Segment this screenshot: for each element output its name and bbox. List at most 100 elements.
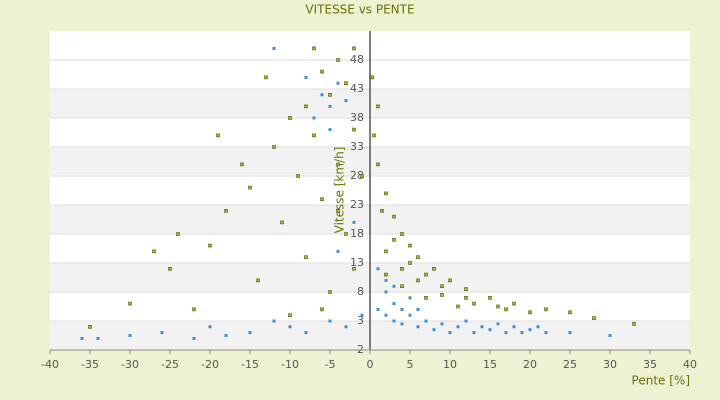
- point: [384, 278, 388, 282]
- x-tick-label: 20: [523, 358, 537, 371]
- point: [160, 331, 164, 335]
- point: [312, 133, 316, 138]
- x-tick-label: 15: [483, 358, 497, 371]
- point: [328, 128, 332, 132]
- y-tick-label: 33: [350, 140, 364, 153]
- point: [336, 162, 340, 167]
- point: [456, 325, 460, 329]
- point: [432, 266, 436, 271]
- point: [344, 99, 348, 103]
- point: [400, 284, 404, 289]
- point: [352, 266, 356, 271]
- point: [328, 319, 332, 323]
- point: [416, 255, 420, 259]
- x-axis-label: Pente [%]: [632, 374, 690, 388]
- point: [424, 272, 428, 277]
- point: [464, 295, 468, 300]
- point: [352, 127, 356, 132]
- point: [416, 278, 420, 283]
- point: [480, 325, 484, 329]
- point: [392, 284, 396, 288]
- x-tick-label: 10: [443, 358, 457, 371]
- point: [472, 301, 476, 306]
- point: [432, 328, 436, 332]
- x-tick-label: -35: [81, 358, 99, 371]
- point: [392, 319, 396, 323]
- y-tick-label: 48: [350, 53, 364, 66]
- point: [408, 243, 412, 248]
- y-tick-label: 38: [350, 111, 364, 124]
- y-tick-label: 8: [357, 285, 364, 298]
- point: [384, 249, 388, 254]
- point: [528, 328, 532, 332]
- x-tick-label: 0: [367, 358, 374, 371]
- point: [528, 310, 532, 315]
- x-tick-label: 25: [563, 358, 577, 371]
- point: [408, 313, 412, 317]
- x-tick-label: -5: [325, 358, 336, 371]
- y-tick-label: 43: [350, 82, 364, 95]
- point: [392, 214, 396, 219]
- point: [440, 293, 444, 297]
- point: [416, 325, 420, 329]
- point: [128, 301, 132, 306]
- point: [248, 185, 252, 190]
- point: [488, 328, 492, 332]
- point: [384, 191, 388, 196]
- x-tick-label: -40: [41, 358, 59, 371]
- point: [400, 322, 404, 326]
- point: [328, 290, 332, 294]
- point: [448, 278, 452, 283]
- point: [568, 331, 572, 335]
- point: [312, 46, 316, 51]
- point: [416, 307, 420, 311]
- point: [216, 133, 220, 138]
- point: [80, 336, 84, 340]
- y-tick-label: 13: [350, 256, 364, 269]
- point: [472, 331, 476, 335]
- point: [192, 307, 196, 312]
- point: [320, 69, 324, 74]
- point: [408, 261, 412, 265]
- point: [96, 336, 100, 340]
- x-tick-label: -15: [241, 358, 259, 371]
- point: [424, 319, 428, 323]
- point: [192, 336, 196, 340]
- point: [240, 162, 244, 167]
- point: [608, 334, 612, 337]
- point: [328, 104, 332, 108]
- point: [224, 334, 228, 337]
- x-tick-label: -10: [281, 358, 299, 371]
- y-tick-label: 28: [350, 169, 364, 182]
- point: [248, 331, 252, 335]
- point: [312, 116, 316, 120]
- point: [504, 307, 508, 312]
- point: [224, 209, 228, 213]
- x-tick-label: -30: [121, 358, 139, 371]
- point: [208, 243, 212, 248]
- point: [400, 307, 404, 311]
- point: [352, 46, 356, 51]
- point: [400, 266, 404, 271]
- x-tick-label: 30: [603, 358, 617, 371]
- point: [320, 307, 324, 312]
- x-tick-label: 5: [407, 358, 414, 371]
- point: [380, 209, 384, 213]
- point: [384, 272, 388, 277]
- point: [336, 249, 340, 253]
- point: [272, 319, 276, 323]
- point: [288, 313, 292, 318]
- point: [176, 232, 180, 236]
- point: [384, 290, 388, 294]
- point: [520, 331, 524, 335]
- point: [512, 301, 516, 306]
- point: [360, 313, 364, 317]
- point: [440, 322, 444, 326]
- x-tick-label: 40: [683, 358, 697, 371]
- point: [504, 331, 508, 335]
- point: [544, 331, 548, 335]
- point: [128, 334, 132, 337]
- point: [328, 93, 332, 97]
- point: [408, 296, 412, 300]
